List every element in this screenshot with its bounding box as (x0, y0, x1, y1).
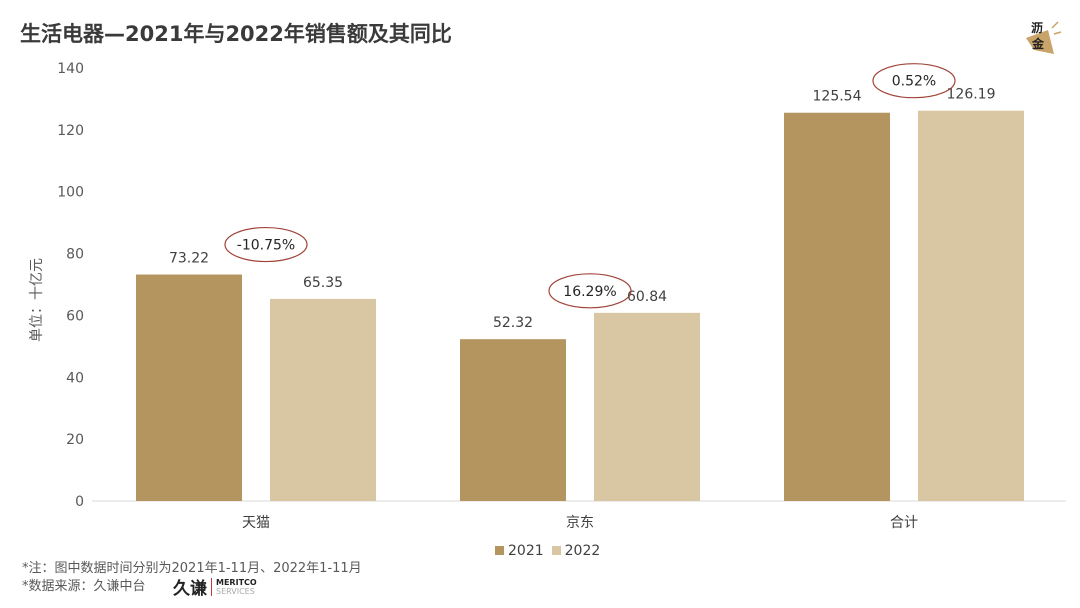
x-tick-label: 京东 (566, 515, 594, 531)
brand-logo: 久谦 MERITCO SERVICES (173, 577, 257, 599)
legend-item-2022: 2022 (551, 543, 600, 559)
bar-2021 (460, 339, 566, 501)
svg-text:金: 金 (1031, 36, 1045, 51)
data-label: 125.54 (813, 89, 862, 105)
y-tick-label: 120 (57, 123, 84, 139)
data-label: 65.35 (303, 275, 343, 291)
x-tick-label: 天猫 (242, 515, 270, 531)
y-tick-label: 0 (75, 494, 84, 510)
yoy-label: -10.75% (237, 238, 295, 254)
footnote-period: *注：图中数据时间分别为2021年1-11月、2022年1-11月 (22, 561, 362, 576)
legend-item-2021: 2021 (495, 543, 544, 559)
bar-2022 (270, 298, 376, 501)
data-label: 73.22 (169, 251, 209, 267)
y-axis-label: 单位：十亿元 (29, 258, 45, 342)
data-label: 126.19 (947, 87, 996, 103)
data-label: 60.84 (627, 289, 667, 305)
bar-2022 (594, 312, 700, 501)
y-tick-label: 20 (66, 432, 84, 448)
logo: 沥 金 (1026, 21, 1062, 54)
y-tick-label: 40 (66, 370, 84, 386)
yoy-label: 16.29% (563, 284, 616, 300)
y-tick-label: 80 (66, 247, 84, 263)
x-tick-label: 合计 (890, 515, 918, 531)
y-tick-label: 60 (66, 308, 84, 324)
yoy-label: 0.52% (892, 74, 936, 90)
yoy-ellipse (548, 273, 632, 309)
legend: 2021 2022 (495, 543, 600, 559)
yoy-ellipse (872, 63, 956, 99)
bar-2021 (136, 274, 242, 501)
data-label: 52.32 (493, 315, 533, 331)
y-tick-label: 140 (57, 61, 84, 77)
svg-text:沥: 沥 (1031, 21, 1043, 35)
y-tick-label: 100 (57, 185, 84, 201)
yoy-ellipse (224, 226, 308, 263)
bar-2022 (918, 110, 1024, 502)
bar-2021 (784, 112, 890, 501)
footnote-source: *数据来源：久谦中台 (22, 579, 146, 594)
page-title: 生活电器—2021年与2022年销售额及其同比 (20, 22, 452, 46)
